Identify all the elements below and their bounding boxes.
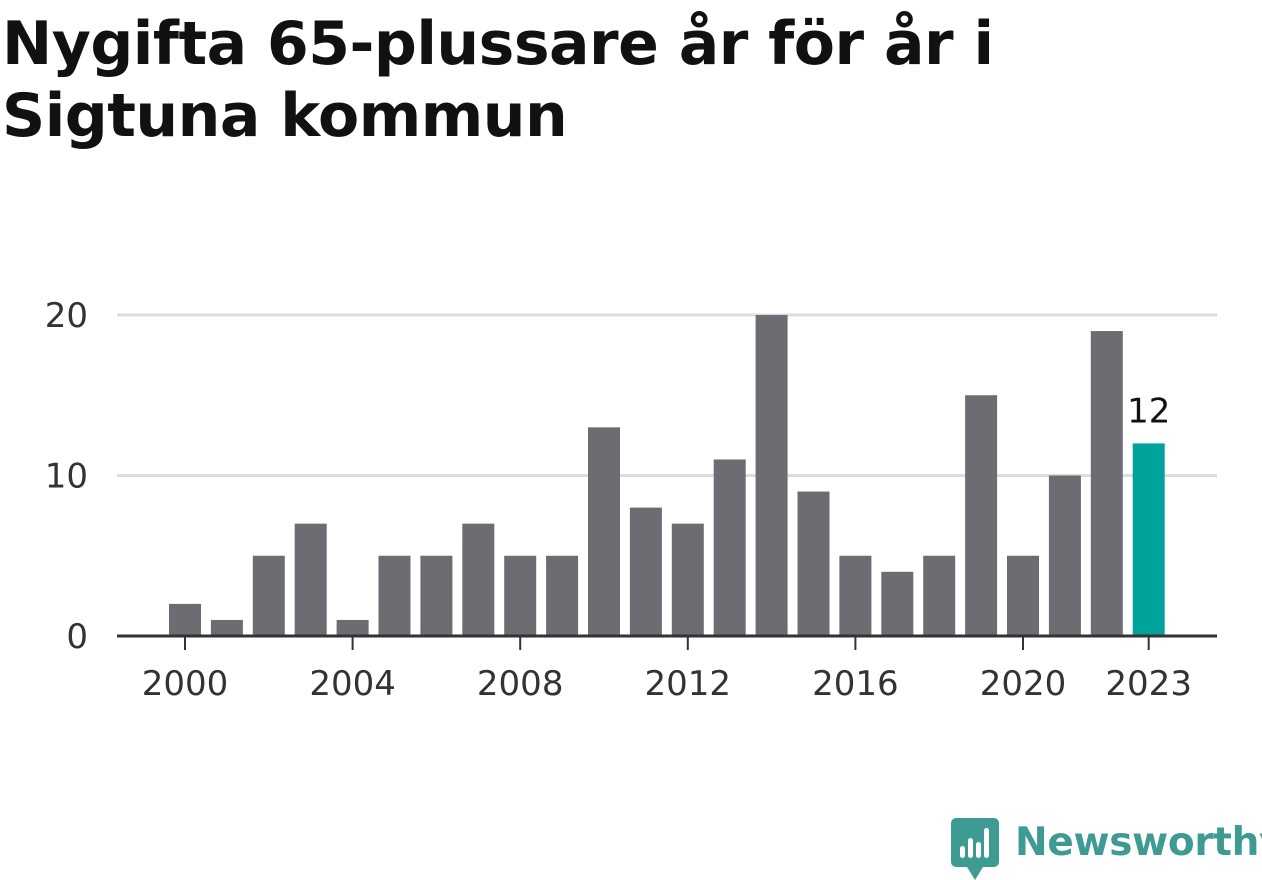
x-tick-label: 2000 <box>142 664 229 704</box>
bar-2015 <box>797 491 830 636</box>
x-tick-label: 2016 <box>812 664 899 704</box>
bar-2019 <box>965 395 998 636</box>
y-tick-label: 10 <box>45 457 88 497</box>
bar-2003 <box>294 523 327 636</box>
data-label-2023: 12 <box>1127 391 1170 431</box>
bar-2018 <box>923 555 956 636</box>
bar-2008 <box>504 555 537 636</box>
bar-2001 <box>210 619 243 636</box>
bar-2004 <box>336 619 369 636</box>
x-tick-label: 2008 <box>477 664 564 704</box>
y-axis-ticks: 0 10 20 <box>45 296 88 657</box>
bar-2006 <box>420 555 453 636</box>
newsworthy-logo-icon <box>951 818 999 880</box>
gridlines <box>117 313 1217 477</box>
bar-2021 <box>1048 475 1081 636</box>
bar-2013 <box>713 459 746 636</box>
y-tick-label: 20 <box>45 296 88 336</box>
bar-2007 <box>462 523 495 636</box>
brand-name: Newsworthy <box>1015 820 1262 865</box>
brand-logo: Newsworthy <box>951 818 1262 880</box>
bar-2017 <box>881 571 914 636</box>
bar-2020 <box>1007 555 1039 636</box>
bar-2002 <box>252 555 285 636</box>
bar-2009 <box>546 555 579 636</box>
x-tick-label: 2020 <box>980 664 1067 704</box>
bar-2023 <box>1132 443 1165 636</box>
bar-2011 <box>629 507 662 636</box>
y-tick-label: 0 <box>66 617 88 657</box>
bar-2016 <box>839 555 872 636</box>
bar-2000 <box>169 603 201 636</box>
data-labels: 12 <box>1127 391 1170 431</box>
x-tick-label: 2004 <box>309 664 396 704</box>
bar-2022 <box>1090 331 1123 636</box>
bar-2012 <box>671 523 704 636</box>
chart-title: Nygifta 65-plussare år för år i Sigtuna … <box>2 9 994 151</box>
bar-2014 <box>755 315 788 636</box>
x-tick-label: 2023 <box>1105 664 1192 704</box>
x-axis-ticks: 2000 2004 2008 2012 2016 2020 2023 <box>142 636 1192 704</box>
bar-2005 <box>378 555 411 636</box>
bars <box>169 315 1165 636</box>
bar-2010 <box>588 427 620 636</box>
x-tick-label: 2012 <box>645 664 732 704</box>
